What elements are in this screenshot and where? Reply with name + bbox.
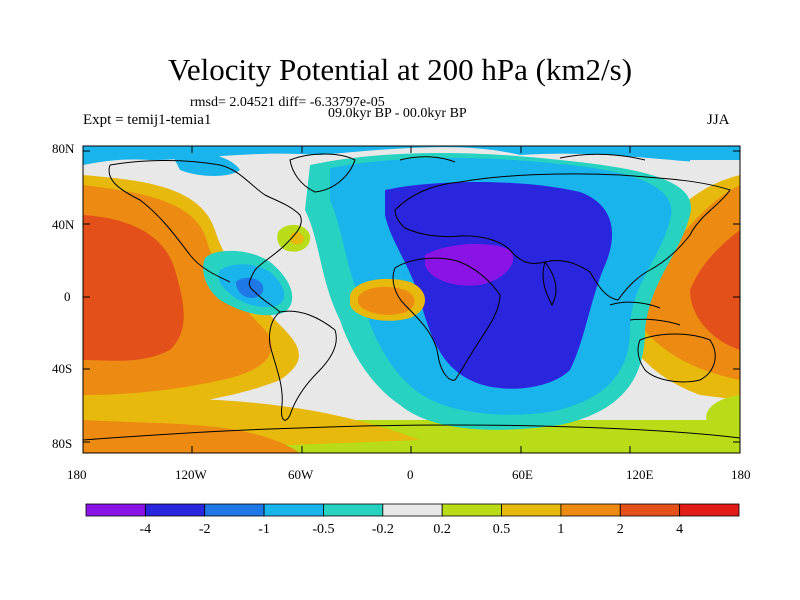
arctic-cyan bbox=[83, 146, 740, 165]
lat-label-40n: 40N bbox=[52, 217, 75, 232]
lon-label-120w: 120W bbox=[175, 467, 207, 482]
colorbar-label: -4 bbox=[139, 522, 152, 537]
lat-label-80s: 80S bbox=[52, 436, 73, 451]
colorbar-label: 2 bbox=[616, 522, 624, 537]
colorbar-swatch bbox=[619, 503, 681, 517]
arctic-white-patch bbox=[690, 160, 740, 176]
plot-title: Velocity Potential at 200 hPa (km2/s) bbox=[167, 52, 633, 87]
lon-label-180w: 180 bbox=[67, 467, 87, 482]
colorbar-label: -0.2 bbox=[371, 522, 394, 537]
south-pacific-orange-low bbox=[83, 420, 300, 453]
rmsd-diff-text: rmsd= 2.04521 diff= -6.33797e-05 bbox=[190, 95, 385, 110]
period-text: 09.0kyr BP - 00.0kyr BP bbox=[328, 106, 467, 121]
lon-label-0: 0 bbox=[407, 467, 414, 482]
axis-ticks bbox=[82, 146, 741, 453]
lon-label-180e: 180 bbox=[731, 467, 751, 482]
lat-label-0: 0 bbox=[64, 289, 71, 304]
atlantic-orange bbox=[358, 286, 415, 315]
colorbar-swatch bbox=[204, 503, 265, 517]
southeast-green bbox=[706, 395, 740, 440]
east-pacific-red bbox=[83, 215, 184, 361]
colorbar-label: 0.5 bbox=[492, 522, 511, 537]
lon-label-60e: 60E bbox=[512, 467, 533, 482]
experiment-text: Expt = temij1-temia1 bbox=[83, 112, 212, 128]
colorbar-swatch bbox=[501, 503, 562, 517]
lon-label-120e: 120E bbox=[626, 467, 654, 482]
colorbar-swatch bbox=[263, 503, 324, 517]
colorbar-swatch bbox=[560, 503, 621, 517]
colorbar-swatch bbox=[382, 503, 443, 517]
colorbar-swatch bbox=[144, 503, 206, 517]
lon-label-60w: 60W bbox=[288, 467, 314, 482]
colorbar-label: -0.5 bbox=[312, 522, 335, 537]
colorbar-label: 4 bbox=[676, 522, 684, 537]
colorbar-label: 1 bbox=[557, 522, 565, 537]
colorbar-swatch bbox=[441, 503, 502, 517]
coastlines bbox=[83, 153, 740, 441]
colorbar-label: -2 bbox=[198, 522, 211, 537]
lat-label-40s: 40S bbox=[52, 361, 73, 376]
central-purple bbox=[425, 243, 514, 286]
north-america-gold bbox=[290, 232, 304, 245]
colorbar-label: 0.2 bbox=[433, 522, 451, 537]
colorbar-swatch bbox=[679, 503, 740, 517]
season-text: JJA bbox=[707, 112, 730, 128]
central-blue bbox=[385, 182, 613, 389]
colorbar-swatch bbox=[85, 503, 146, 517]
west-pacific-red bbox=[690, 230, 740, 350]
colorbar-label: -1 bbox=[258, 522, 270, 537]
lat-label-80n: 80N bbox=[52, 141, 75, 156]
colorbar-swatch bbox=[323, 503, 384, 517]
contour-field bbox=[83, 146, 740, 453]
colorbar bbox=[85, 503, 740, 517]
